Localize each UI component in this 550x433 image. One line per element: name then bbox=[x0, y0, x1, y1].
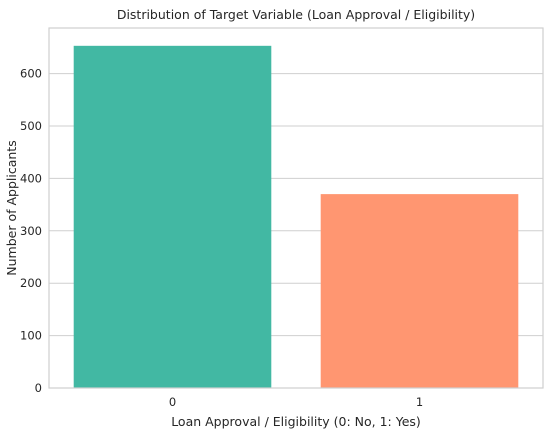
bar-0 bbox=[73, 45, 272, 389]
bar-1 bbox=[320, 194, 519, 388]
y-tick-label: 500 bbox=[20, 119, 42, 133]
chart-title: Distribution of Target Variable (Loan Ap… bbox=[117, 7, 475, 22]
y-tick-label: 300 bbox=[20, 224, 42, 238]
y-axis-label: Number of Applicants bbox=[4, 140, 19, 275]
y-tick-label: 100 bbox=[20, 329, 42, 343]
y-tick-labels: 0 100 200 300 400 500 600 bbox=[20, 67, 42, 395]
y-tick-label: 600 bbox=[20, 67, 42, 81]
y-tick-label: 0 bbox=[35, 381, 42, 395]
x-tick-label: 1 bbox=[416, 395, 423, 409]
y-tick-label: 200 bbox=[20, 276, 42, 290]
y-tick-label: 400 bbox=[20, 171, 42, 185]
x-tick-label: 0 bbox=[169, 395, 176, 409]
x-axis-label: Loan Approval / Eligibility (0: No, 1: Y… bbox=[171, 414, 421, 429]
bars bbox=[73, 45, 519, 389]
plot-frame bbox=[48, 27, 544, 389]
